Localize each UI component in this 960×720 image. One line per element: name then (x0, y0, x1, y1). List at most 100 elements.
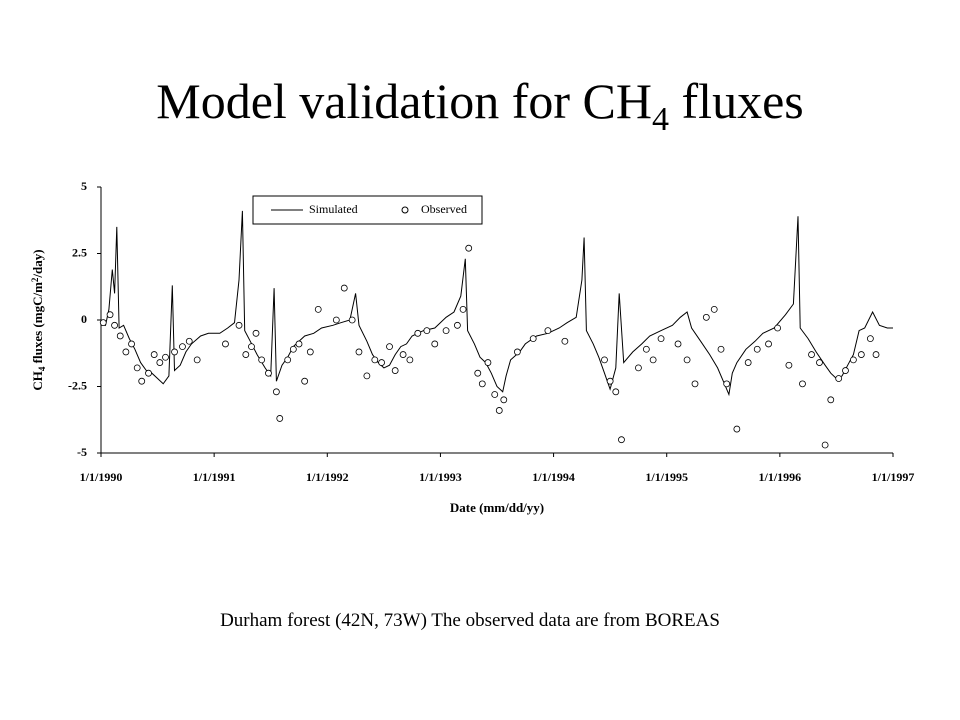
observed-point (816, 359, 823, 366)
observed-point (691, 380, 699, 388)
x-tick-label: 1/1/1992 (306, 470, 349, 484)
observed-point (744, 359, 752, 366)
observed-point (601, 356, 608, 364)
observed-point (355, 348, 363, 356)
observed-point (332, 316, 340, 324)
legend-label: Simulated (309, 202, 358, 216)
observed-point (495, 407, 503, 414)
observed-point (276, 415, 284, 422)
observed-point (340, 284, 348, 292)
observed-point (710, 305, 718, 313)
observed-point (301, 377, 309, 385)
observed-point (406, 356, 414, 364)
observed-point (378, 359, 385, 366)
observed-point (423, 327, 431, 335)
observed-point (785, 361, 793, 369)
observed-point (116, 332, 124, 340)
observed-point (723, 380, 731, 388)
observed-point (561, 337, 569, 345)
observed-point (618, 436, 625, 444)
observed-point (842, 367, 849, 374)
observed-point (642, 345, 650, 353)
observed-point (258, 356, 266, 364)
observed-point (222, 340, 229, 348)
title-subscript: 4 (652, 101, 669, 138)
observed-point (171, 348, 178, 356)
observed-point (145, 369, 152, 377)
observed-point (442, 327, 450, 335)
observed-point (391, 367, 399, 374)
x-tick-label: 1/1/1995 (645, 470, 688, 484)
y-label-superscript: 2 (30, 277, 40, 282)
observed-point (544, 327, 552, 335)
observed-point (235, 321, 243, 329)
observed-point (179, 343, 186, 351)
observed-point (866, 335, 874, 343)
x-tick-label: 1/1/1994 (532, 470, 575, 484)
legend-marker (401, 206, 409, 214)
observed-point (702, 313, 710, 321)
x-axis-label: Date (mm/dd/yy) (450, 500, 544, 515)
observed-point (453, 321, 461, 329)
observed-point (474, 369, 482, 377)
observed-point (284, 356, 292, 364)
observed-point (363, 372, 371, 380)
title-part: Model validation for CH (156, 73, 652, 129)
observed-point (612, 388, 620, 396)
observed-point (513, 348, 521, 356)
observed-point (529, 335, 537, 343)
observed-point (295, 340, 303, 348)
observed-point (635, 364, 642, 372)
observed-point (478, 380, 486, 388)
observed-point (386, 343, 393, 351)
observed-point (827, 396, 835, 404)
observed-point (371, 356, 379, 364)
observed-point (674, 340, 682, 348)
observed-point (465, 244, 473, 252)
observed-point (491, 391, 499, 398)
slide-title: Model validation for CH4 fluxes (156, 73, 803, 138)
observed-point (799, 380, 806, 388)
observed-point (821, 441, 829, 449)
y-label-part: CH (30, 371, 45, 391)
observed-point (414, 329, 422, 337)
observed-point (484, 359, 492, 366)
y-label-subscript: 4 (37, 366, 47, 371)
observed-point (252, 329, 260, 337)
observed-point (606, 377, 614, 385)
y-axis-label: CH4 fluxes (mgC/m2/day) (30, 249, 47, 390)
y-tick-label: -5 (77, 445, 87, 459)
observed-point (133, 364, 141, 372)
observed-point (835, 375, 843, 382)
observed-point (306, 348, 314, 356)
x-tick-label: 1/1/1990 (80, 470, 123, 484)
plot: -5 -2.5 0 2.5 5 1/1/1990 1/1/1991 1/1/1992 1/1/1… (68, 179, 914, 484)
observed-point (459, 305, 467, 313)
observed-point (431, 340, 439, 348)
y-tick-label: 5 (81, 179, 87, 193)
y-label-part: fluxes (mgC/m (30, 282, 45, 367)
y-tick-label: 0 (81, 312, 87, 326)
observed-point (872, 351, 880, 358)
observed-point (733, 425, 741, 433)
y-label-part: /day) (30, 249, 45, 278)
x-tick-label: 1/1/1997 (872, 470, 915, 484)
x-tick-label: 1/1/1996 (759, 470, 802, 484)
observed-point (99, 319, 107, 327)
observed-point (265, 369, 272, 377)
observed-point (657, 335, 665, 343)
observed-point (185, 337, 193, 345)
observed-point (289, 345, 297, 353)
title-part: fluxes (669, 73, 804, 129)
observed-point (717, 345, 725, 353)
observed-point (774, 324, 781, 332)
observed-point (649, 356, 657, 364)
observed-point (399, 351, 407, 358)
observed-point (753, 345, 761, 353)
caption: Durham forest (42N, 73W) The observed da… (220, 610, 720, 631)
x-tick-label: 1/1/1991 (193, 470, 236, 484)
observed-point (150, 351, 158, 358)
y-tick-label: -2.5 (68, 378, 87, 392)
observed-point (242, 351, 250, 358)
